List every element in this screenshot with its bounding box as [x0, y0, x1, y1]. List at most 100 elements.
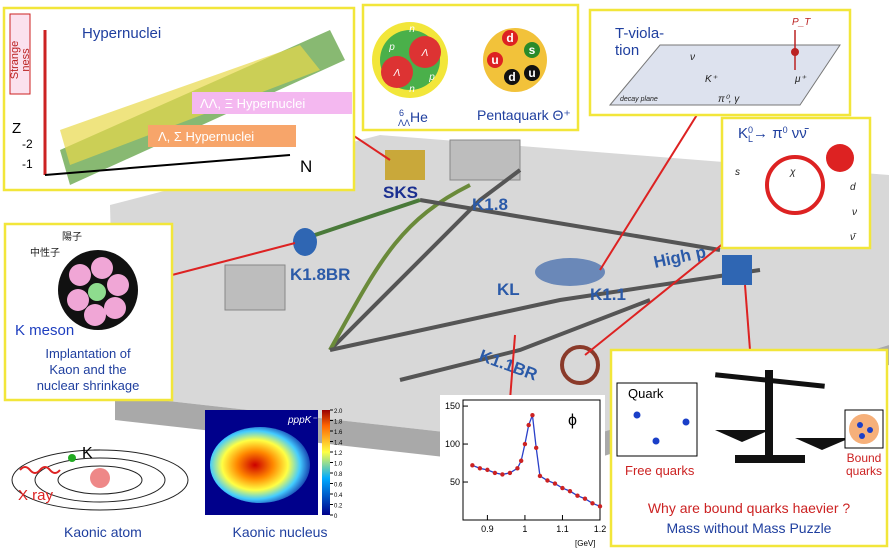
data-point: [545, 478, 550, 483]
y-tick-label: 50: [450, 477, 460, 487]
axis-label: Strangeness: [9, 41, 32, 80]
quark-label: u: [528, 66, 535, 80]
kaon: [68, 454, 76, 462]
question: Why are bound quarks haevier ?: [648, 500, 851, 516]
kl-panel: [720, 116, 872, 250]
scale: [714, 370, 850, 463]
nucleons: [67, 257, 129, 326]
diagram-label: K⁺: [705, 74, 718, 85]
label: Λ, Σ Hypernuclei: [158, 129, 254, 144]
muon: [791, 48, 799, 56]
caption: Kaonic nucleus: [233, 524, 328, 540]
hadron: [849, 414, 879, 444]
nucleon: [84, 304, 106, 326]
nucleus: [90, 468, 110, 488]
panel-title-line: tion: [615, 42, 639, 59]
scale-base: [735, 455, 805, 463]
label: X ray: [18, 487, 54, 504]
particle-label: p: [388, 42, 395, 53]
arrow: [584, 229, 741, 356]
facility-label: K1.1: [590, 285, 626, 304]
pan: [715, 430, 770, 442]
quark-label: d: [506, 31, 513, 45]
panel-title: Hypernuclei: [82, 25, 161, 42]
nuclear-chart: [60, 45, 320, 165]
decay-plane: [608, 44, 841, 106]
beamline: [328, 168, 522, 352]
data-point: [552, 481, 558, 486]
label: 陽子: [62, 231, 82, 243]
data-point: [582, 496, 588, 501]
diagram-label: s: [735, 167, 740, 178]
quark: [652, 437, 660, 445]
diagram-label: P_T: [792, 17, 811, 28]
xray-wave: [19, 466, 61, 474]
caption-line: nuclear shrinkage: [37, 378, 140, 393]
beamline: [419, 198, 721, 252]
density-blob: [210, 427, 310, 503]
tick-label: -1: [22, 157, 33, 171]
scale-beam: [714, 372, 825, 389]
diagram-label: ν: [690, 52, 695, 63]
quark-label: d: [508, 70, 515, 84]
quark: [502, 30, 518, 46]
colorbar-tick-label: 1.2: [334, 451, 343, 457]
element: He: [410, 109, 428, 125]
quark: [859, 433, 865, 439]
sks-magnet: [385, 150, 425, 180]
axis-label-line: ness: [20, 48, 32, 72]
beamlines: [299, 168, 761, 382]
label: ΛΛ, Ξ Hypernuclei: [200, 96, 305, 111]
data-point: [518, 458, 524, 463]
label-line: quarks: [846, 464, 882, 478]
plot-background: [440, 395, 605, 548]
quark-label: s: [529, 43, 536, 57]
axis-label: Z: [12, 120, 21, 137]
map-title: pppK⁻: [287, 415, 317, 426]
particle-label: p: [428, 72, 435, 83]
baryon: [409, 36, 441, 68]
particle-label: n: [409, 24, 415, 35]
kaon: [88, 283, 106, 301]
x-tick-label: 1: [522, 524, 527, 534]
orbit: [11, 449, 189, 511]
arrow: [599, 109, 701, 271]
loop: [765, 155, 825, 215]
beamline: [399, 298, 651, 382]
baryon: [381, 56, 413, 88]
building: [224, 264, 286, 311]
label: 中性子: [30, 246, 60, 259]
diagram-label: ν: [852, 207, 857, 218]
colorbar-tick-label: 2.0: [334, 409, 343, 415]
detector: [722, 255, 752, 285]
colorbar-tick-label: 0.6: [334, 483, 343, 489]
beamline: [328, 183, 471, 351]
colorbar-tick-label: 1.8: [334, 420, 343, 426]
pan: [795, 438, 850, 450]
magnet: [293, 228, 317, 256]
caption: Kaonic atom: [64, 524, 142, 540]
nucleon: [107, 274, 129, 296]
nucleus-label: Pentaquark Θ⁺: [477, 107, 571, 123]
beamline: [329, 268, 761, 352]
quark: [867, 427, 873, 433]
axis-unit: [GeV]: [575, 539, 595, 548]
colorbar-tick-label: 0.4: [334, 493, 343, 499]
x-tick-label: 0.9: [481, 524, 494, 534]
label-box: [192, 92, 352, 114]
beamline: [299, 198, 421, 242]
arrow: [171, 242, 296, 276]
y-tick-label: 150: [445, 401, 460, 411]
label-box: [9, 13, 31, 95]
axis: [44, 154, 291, 176]
subtitle: Mass without Mass Puzzle: [667, 520, 832, 536]
formula-part: 0: [748, 125, 753, 135]
label: K⁻: [82, 445, 101, 462]
particle-label: n: [409, 84, 415, 95]
data-point: [500, 472, 505, 477]
data-point: [560, 485, 565, 491]
formula-part: K: [738, 125, 748, 142]
diagram-label: χ: [789, 167, 796, 178]
nucleon: [91, 257, 113, 279]
